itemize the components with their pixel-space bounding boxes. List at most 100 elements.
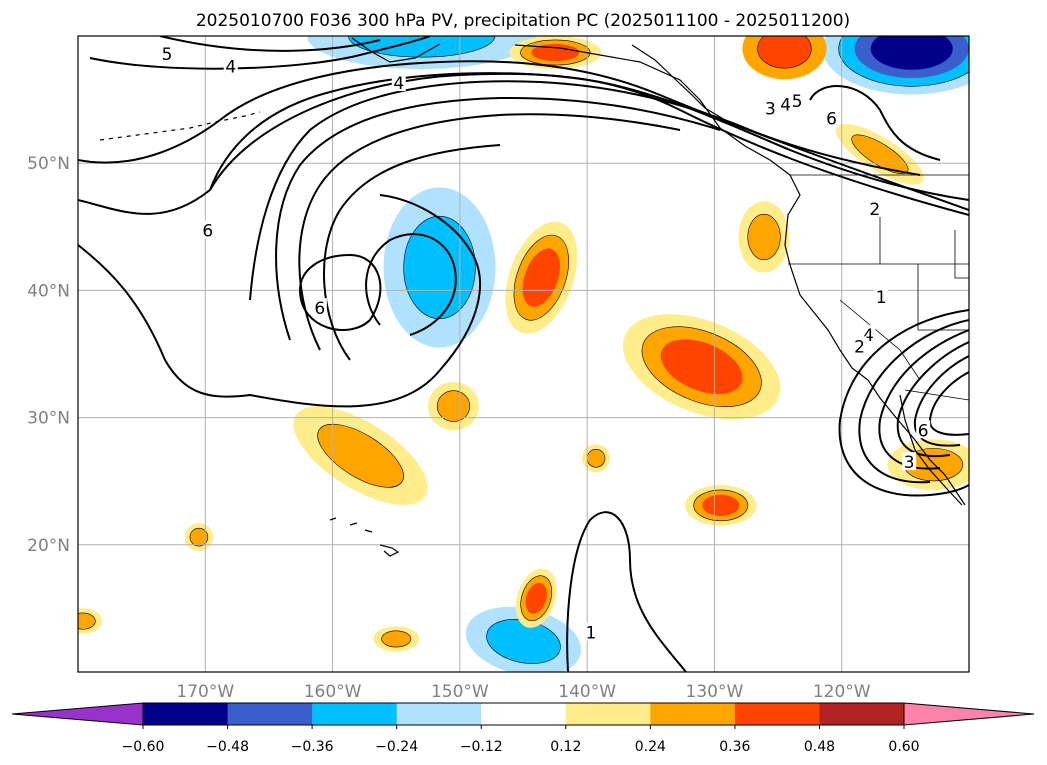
precip-region-9-level-1: [586, 449, 606, 468]
colorbar-tick-label: 0.60: [888, 739, 919, 755]
lat-tick-label: 30°N: [27, 409, 70, 429]
coastlines: [99, 37, 966, 557]
contour-label-bg: [916, 420, 931, 439]
contour-label-bg: [160, 43, 175, 62]
aleutian-islands: [99, 111, 261, 141]
colorbar-tick-label: −0.12: [460, 739, 503, 755]
pv-contour-2: [78, 194, 481, 408]
nv-border: [917, 264, 969, 331]
lat-tick-label: 50°N: [27, 154, 70, 174]
contour-label: 2: [854, 337, 865, 357]
colorbar: −0.60 −0.48 −0.36 −0.24 −0.12 0.12 0.24 0.36 0.4…: [11, 702, 1035, 755]
chart-title: 2025010700 F036 300 hPa PV, precipitatio…: [196, 11, 850, 31]
lon-tick-label: 150°W: [431, 682, 489, 702]
colorbar-bin: [312, 703, 398, 725]
contour-label-bg: [874, 286, 889, 305]
colorbar-bin: [565, 703, 651, 725]
precip-region-4-level-2: [522, 248, 561, 307]
bc-islands: [631, 44, 726, 121]
contour-label: 6: [826, 110, 837, 130]
precip-region-11-level-2: [525, 582, 547, 614]
precip-region-10-level-1: [189, 527, 209, 547]
lon-tick-label: 130°W: [686, 682, 744, 702]
pv-contour-5-sw: [913, 355, 969, 447]
alaska-coast: [351, 37, 441, 63]
longitude-labels: 170°W 160°W 150°W 140°W 130°W 120°W: [176, 682, 870, 702]
latitude-labels: 20°N 30°N 40°N 50°N: [27, 154, 70, 556]
colorbar-extend-high: [903, 702, 1035, 726]
pv-contour-1-south: [566, 511, 687, 672]
contour-label: 6: [918, 421, 929, 441]
lon-tick-label: 160°W: [304, 682, 362, 702]
colorbar-tick-label: 0.12: [550, 739, 581, 755]
precip-region-6-level-1: [317, 423, 404, 488]
contour-label-bg: [852, 336, 867, 355]
pv-contour-4-jet: [249, 80, 921, 301]
us-mexico-border: [904, 389, 969, 401]
pv-contour-4-top: [89, 36, 431, 70]
contour-label-bg: [763, 98, 778, 117]
colorbar-tick-label: 0.36: [719, 739, 750, 755]
pv-contour-3-jet: [209, 72, 969, 201]
pv-contour-6-core: [365, 233, 457, 336]
contour-label: 4: [225, 58, 236, 78]
colorbar-bin: [819, 703, 905, 725]
contour-label-bg: [824, 108, 839, 127]
contour-label: 2: [869, 200, 880, 220]
pv-contour-6-jet: [298, 113, 681, 351]
contour-label-bg: [391, 73, 406, 92]
lon-tick-label: 170°W: [176, 682, 234, 702]
colorbar-bin: [481, 703, 567, 725]
precip-region-16-level-1: [757, 36, 812, 69]
contour-label: 5: [792, 92, 803, 112]
precip-region-12-level-1: [381, 630, 412, 648]
map-frame: [77, 35, 970, 673]
colorbar-tick-label: 0.24: [635, 739, 666, 755]
pv-contours: [78, 36, 969, 672]
pv-contour-7: [299, 253, 382, 331]
contour-label: 6: [314, 299, 325, 319]
colorbar-tick-label: 0.48: [804, 739, 835, 755]
contour-label: 4: [780, 96, 791, 116]
contour-label-bg: [312, 298, 327, 317]
political-borders: [788, 174, 969, 401]
pv-contour-2-sw: [858, 319, 969, 484]
lat-tick-label: 40°N: [27, 281, 70, 301]
precip-region-13-level-1: [78, 612, 96, 630]
contour-label: 4: [863, 326, 874, 346]
colorbar-bin: [227, 703, 313, 725]
colorbar-tick-label: −0.48: [206, 739, 249, 755]
contour-label-bg: [583, 622, 598, 641]
pv-contour-6-ne: [809, 85, 941, 161]
contour-label: 4: [393, 74, 404, 94]
precip-region-15-level-2: [531, 43, 580, 62]
hawaii-islands: [329, 517, 400, 557]
idaho-border: [954, 230, 969, 279]
colorbar-bin: [734, 703, 820, 725]
precip-region-3-level-3: [870, 36, 953, 70]
contour-label-bg: [223, 56, 238, 75]
precip-region-14-level-1: [747, 213, 781, 261]
precip-region-1-level-1: [348, 36, 496, 58]
colorbar-extend-low: [11, 702, 144, 726]
pv-contour-5-jet: [275, 96, 721, 341]
pv-contour-1-sw: [838, 309, 969, 497]
contour-label-bg: [902, 452, 917, 471]
contour-label: 6: [202, 222, 213, 242]
precip-region-5-level-2: [660, 339, 743, 395]
colorbar-tick-label: −0.36: [291, 739, 334, 755]
colorbar-tick-label: −0.24: [375, 739, 418, 755]
lat-tick-label: 20°N: [27, 536, 70, 556]
precip-region-0-level-1: [403, 215, 476, 320]
contour-label-bg: [790, 90, 805, 109]
map-background: [78, 36, 969, 672]
pv-contour-5-top: [159, 36, 381, 52]
pv-contour-4-sw: [896, 341, 969, 457]
pv-contour-6-sw: [929, 371, 969, 436]
contour-label: 1: [876, 288, 887, 308]
colorbar-tick-label: −0.60: [122, 739, 165, 755]
contour-label-bg: [867, 198, 882, 217]
